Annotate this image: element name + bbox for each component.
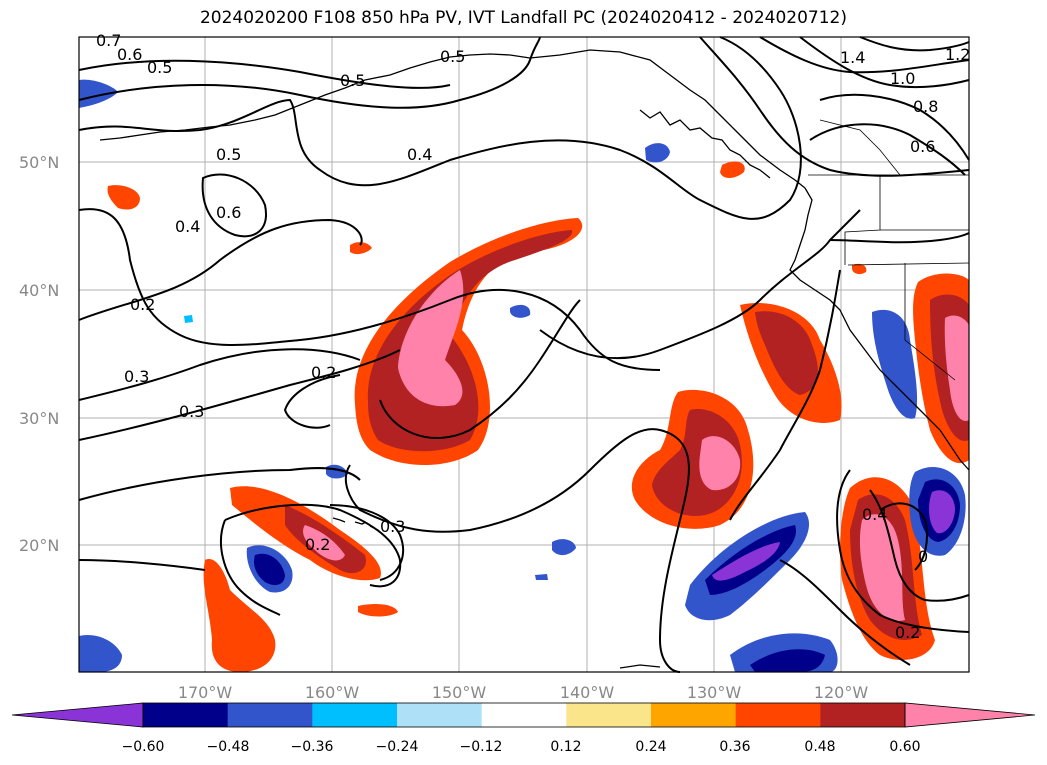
contour-label: 0.5 xyxy=(147,58,172,77)
colorbar-outline xyxy=(142,702,906,728)
map-frame xyxy=(78,36,970,673)
political-borders xyxy=(808,119,970,381)
contour-label: 0.8 xyxy=(913,97,938,116)
colorbar-segment xyxy=(481,703,567,727)
lat-label: 50°N xyxy=(19,153,59,172)
colorbar-tick-label: −0.60 xyxy=(122,739,165,755)
contour-label: 0.5 xyxy=(340,71,365,90)
map-panel: 0.7 0.6 0.5 0.5 0.5 0.5 0.6 0.4 0.4 0.2 … xyxy=(78,31,970,673)
contour-label: 0.3 xyxy=(179,402,204,421)
colorbar-segment xyxy=(651,703,737,727)
contour-label: 0.6 xyxy=(216,203,241,222)
contour-label: 0.3 xyxy=(380,517,405,536)
colorbar-segment xyxy=(735,703,821,727)
colorbar-segment xyxy=(312,703,398,727)
contour-label: 0.4 xyxy=(175,217,200,236)
latitude-labels: 50°N 40°N 30°N 20°N xyxy=(19,153,59,555)
colorbar-segment xyxy=(566,703,652,727)
contour-label: 0 xyxy=(918,547,928,566)
contour-label: 0.3 xyxy=(124,367,149,386)
lon-label: 170°W xyxy=(178,683,233,702)
contour-label: 0.6 xyxy=(117,45,142,64)
colorbar-segment xyxy=(397,703,483,727)
colorbar-segment xyxy=(905,703,1035,727)
contour-label: 0.5 xyxy=(440,47,465,66)
colorbar-tick-label: 0.60 xyxy=(889,739,920,755)
contour-label: 1.0 xyxy=(890,69,915,88)
colorbar-segment xyxy=(12,703,143,727)
lon-label: 150°W xyxy=(432,683,487,702)
contour-label: 0.7 xyxy=(96,31,121,50)
lat-label: 20°N xyxy=(19,536,59,555)
contour-label: 0.2 xyxy=(895,623,920,642)
contour-label: 0.6 xyxy=(910,137,935,156)
colorbar-tick-label: −0.24 xyxy=(376,739,419,755)
contour-label: 1.2 xyxy=(945,45,970,64)
longitude-labels: 170°W 160°W 150°W 140°W 130°W 120°W xyxy=(178,683,869,702)
negative-anomaly-fill xyxy=(79,79,966,672)
contour-label: 0.2 xyxy=(311,363,336,382)
contour-label: 0.2 xyxy=(130,295,155,314)
contour-label: 1.4 xyxy=(840,48,865,67)
lon-label: 130°W xyxy=(687,683,742,702)
colorbar-segment xyxy=(227,703,313,727)
lat-label: 40°N xyxy=(19,281,59,300)
colorbar-tick-label: 0.24 xyxy=(635,739,666,755)
colorbar-tick-label: −0.12 xyxy=(460,739,503,755)
positive-anomaly-fill xyxy=(107,161,969,672)
contour-label: 0.4 xyxy=(407,145,432,164)
contour-label: 0.5 xyxy=(216,145,241,164)
coastlines xyxy=(99,49,970,669)
pv-contours xyxy=(78,36,970,673)
colorbar-tick-label: 0.36 xyxy=(719,739,750,755)
contour-label: 0.2 xyxy=(305,535,330,554)
lon-label: 160°W xyxy=(305,683,360,702)
colorbar: −0.60 −0.48 −0.36 −0.24 −0.12 0.12 0.24 … xyxy=(11,702,1036,755)
colorbar-segment xyxy=(143,703,229,727)
colorbar-tick-label: −0.36 xyxy=(291,739,334,755)
colorbar-tick-label: −0.48 xyxy=(207,739,250,755)
colorbar-segment xyxy=(820,703,906,727)
colorbar-tick-label: 0.48 xyxy=(804,739,835,755)
contour-label: 0.4 xyxy=(862,505,887,524)
lon-label: 120°W xyxy=(814,683,869,702)
lon-label: 140°W xyxy=(560,683,615,702)
contour-labels: 0.7 0.6 0.5 0.5 0.5 0.5 0.6 0.4 0.4 0.2 … xyxy=(96,31,970,642)
colorbar-segments xyxy=(12,703,1035,727)
lat-label: 30°N xyxy=(19,409,59,428)
map-title: 2024020200 F108 850 hPa PV, IVT Landfall… xyxy=(199,8,847,28)
colorbar-tick-label: 0.12 xyxy=(550,739,581,755)
